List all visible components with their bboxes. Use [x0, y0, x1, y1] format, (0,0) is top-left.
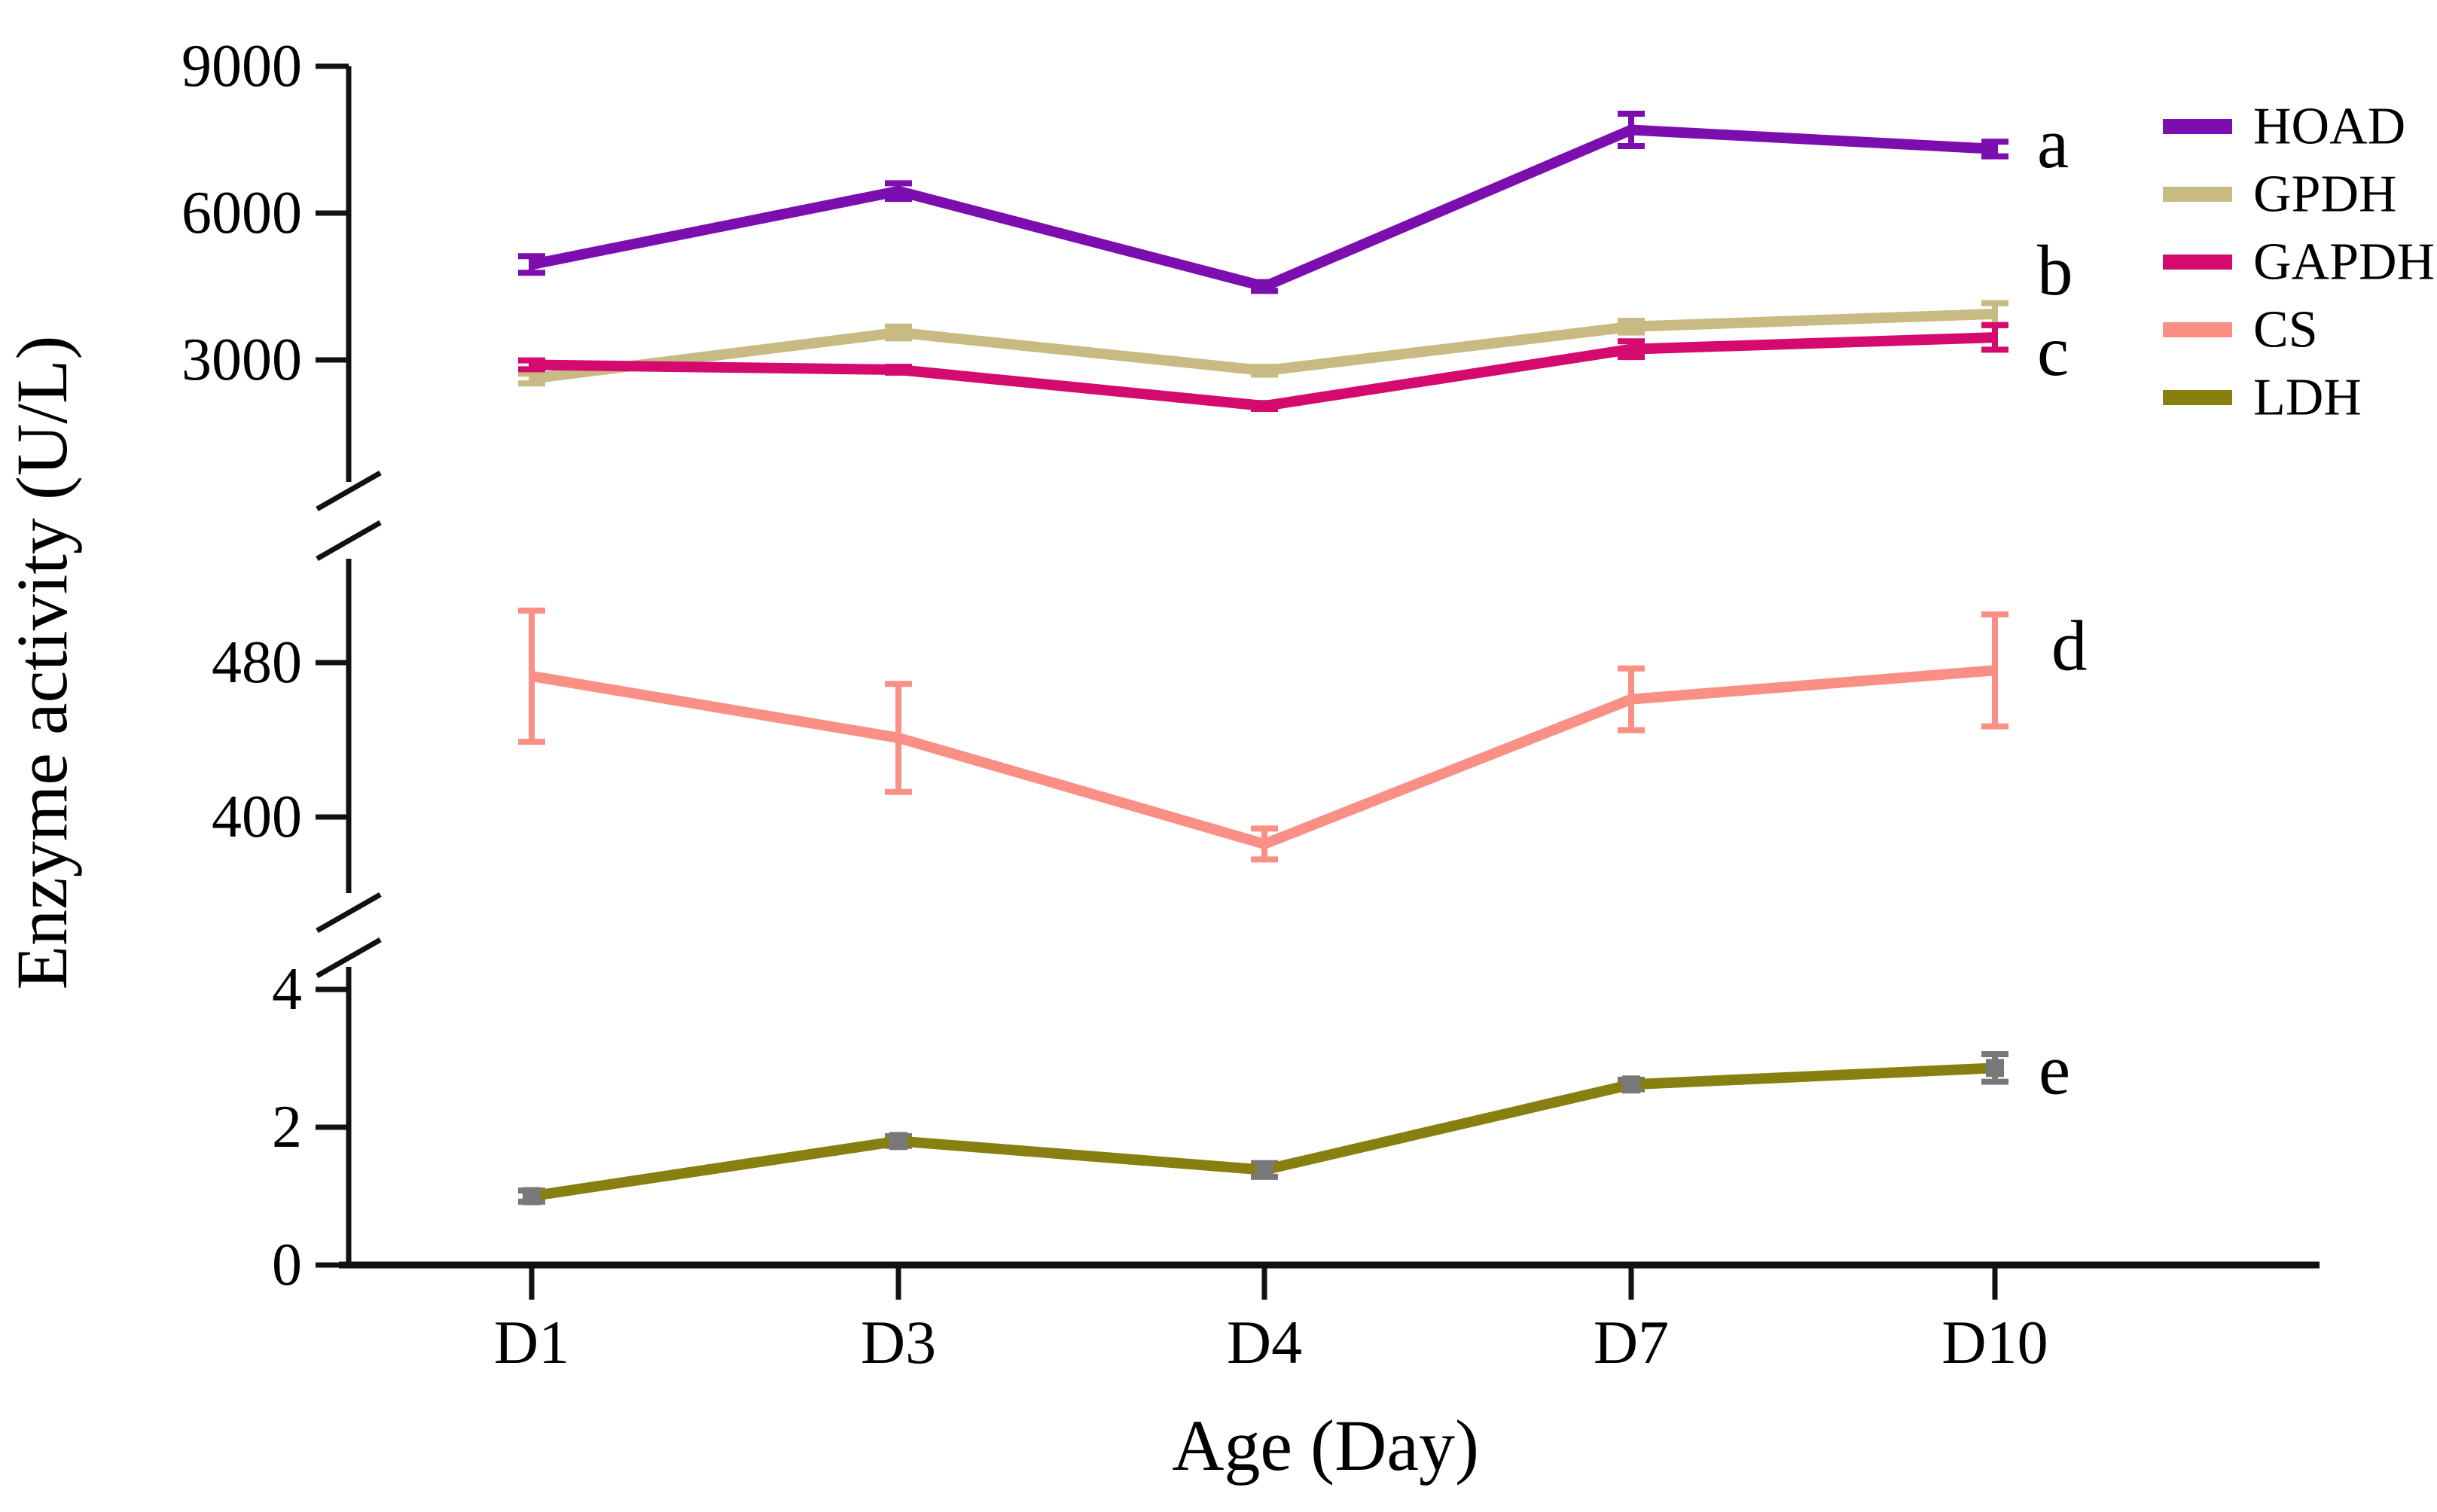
- x-tick-label-D3: D3: [861, 1308, 936, 1376]
- series-line-GPDH: [531, 308, 1996, 384]
- series-HOAD: [518, 111, 2008, 294]
- y-axis-break-slash-1-0: [316, 892, 382, 934]
- marker-LDH-D7: [1622, 1075, 1640, 1094]
- legend-color-chip-CS: [2163, 322, 2232, 337]
- legend-label-LDH: LDH: [2253, 369, 2362, 427]
- y-tick-label-seg1-1: 480: [212, 629, 302, 696]
- y-axis-break-slash-1-1: [316, 937, 382, 979]
- series-line-CS: [530, 665, 1996, 849]
- legend-color-chip-GPDH: [2163, 187, 2232, 202]
- legend-item-HOAD: HOAD: [2163, 98, 2405, 156]
- sig-letter-b-GPDH: b: [2037, 230, 2073, 310]
- legend-label-GAPDH: GAPDH: [2253, 233, 2435, 291]
- marker-LDH-D3: [889, 1132, 907, 1151]
- x-tick-label-D1: D1: [494, 1308, 569, 1376]
- y-axis-break-slash-0-0: [316, 470, 382, 512]
- legend-label-HOAD: HOAD: [2253, 98, 2405, 156]
- x-tick-label-D7: D7: [1594, 1308, 1669, 1376]
- legend-item-CS: CS: [2163, 301, 2318, 359]
- y-axis-title: Enzyme activity (U/L): [2, 335, 82, 989]
- series-GAPDH: [518, 322, 2008, 412]
- legend-color-chip-GAPDH: [2163, 255, 2232, 270]
- legend-item-GAPDH: GAPDH: [2163, 233, 2435, 291]
- axes-layer: 3000 6000 9000 400 480 0 2 4 D1 D3 D4 D7 D10: [181, 33, 2320, 1376]
- y-tick-label-seg0-1: 6000: [181, 180, 302, 246]
- series-line-HOAD: [530, 124, 1996, 292]
- marker-LDH-D4: [1255, 1160, 1273, 1179]
- legend-layer: HOAD GPDH GAPDH CS LDH: [2163, 98, 2435, 427]
- y-tick-label-seg2-1: 2: [272, 1094, 302, 1160]
- x-tick-label-D10: D10: [1941, 1308, 2048, 1376]
- y-tick-label-seg2-0: 0: [272, 1232, 302, 1298]
- series-GPDH: [518, 300, 2008, 387]
- series-LDH: [518, 1051, 2008, 1206]
- series-line-GAPDH: [531, 332, 1996, 412]
- series-CS: [518, 607, 2008, 863]
- x-axis-title: Age (Day): [1172, 1405, 1479, 1486]
- y-axis-break-slash-0-1: [316, 520, 382, 562]
- y-tick-label-seg1-0: 400: [212, 784, 302, 850]
- y-tick-label-seg2-2: 4: [272, 956, 302, 1023]
- legend-label-GPDH: GPDH: [2253, 166, 2397, 224]
- sig-letter-d-CS: d: [2051, 605, 2088, 685]
- legend-label-CS: CS: [2253, 301, 2318, 359]
- x-tick-label-D4: D4: [1227, 1308, 1302, 1376]
- sig-letter-e-LDH: e: [2039, 1029, 2070, 1109]
- legend-item-LDH: LDH: [2163, 369, 2362, 427]
- y-tick-label-seg0-2: 9000: [181, 33, 302, 99]
- y-tick-label-seg0-0: 3000: [181, 327, 302, 393]
- legend-item-GPDH: GPDH: [2163, 166, 2397, 224]
- sig-letter-c-GAPDH: c: [2037, 311, 2069, 391]
- series-layer: abc d e: [518, 103, 2088, 1206]
- sig-letter-a-HOAD: a: [2037, 103, 2069, 183]
- legend-color-chip-LDH: [2163, 390, 2232, 405]
- marker-LDH-D1: [523, 1187, 541, 1206]
- legend-color-chip-HOAD: [2163, 119, 2232, 134]
- marker-LDH-D10: [1986, 1059, 2004, 1078]
